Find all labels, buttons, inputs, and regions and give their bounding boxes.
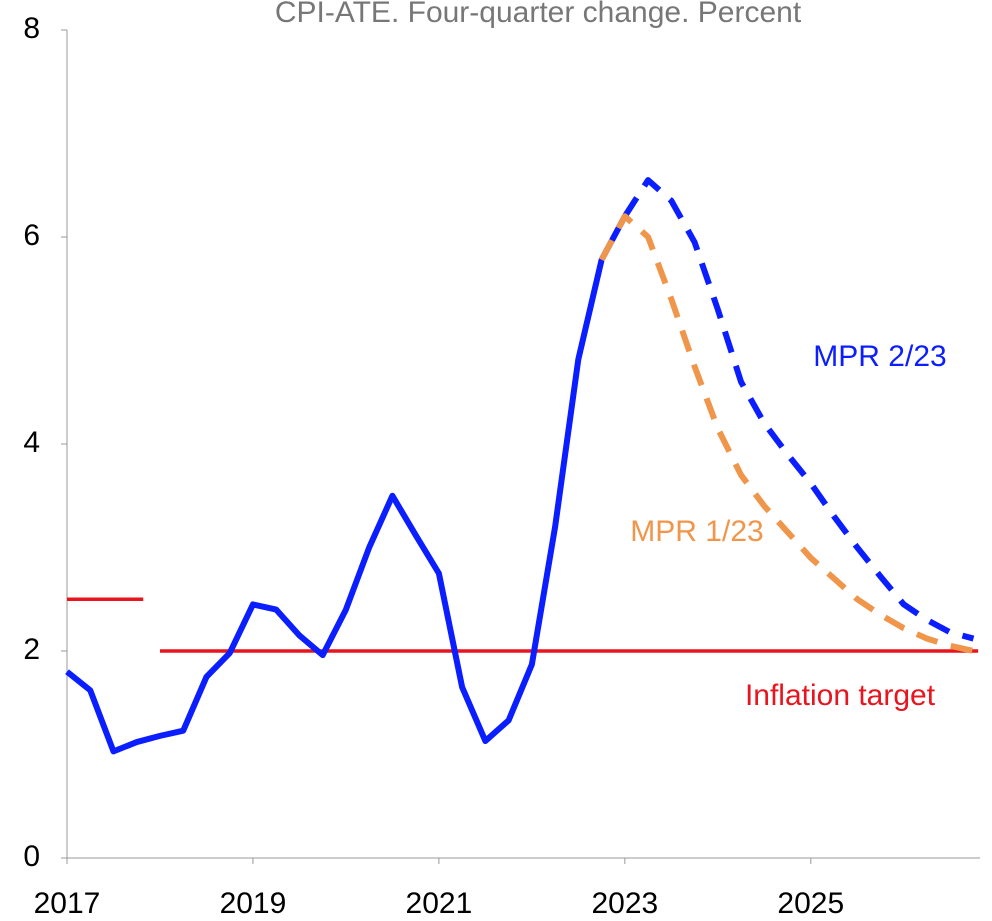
y-tick-label: 4 (23, 426, 40, 459)
series-label: MPR 2/23 (813, 340, 946, 373)
x-tick-label: 2023 (591, 887, 658, 920)
series-label: MPR 1/23 (630, 515, 763, 548)
y-tick-label: 6 (23, 219, 40, 252)
x-tick-label: 2017 (34, 887, 101, 920)
series-line (65, 214, 628, 755)
x-tick-label: 2019 (220, 887, 287, 920)
y-tick-label: 2 (23, 633, 40, 666)
target-label: Inflation target (745, 679, 936, 712)
series-line (598, 213, 975, 654)
y-tick-label: 8 (23, 12, 40, 45)
chart-title: CPI-ATE. Four-quarter change. Percent (275, 0, 802, 29)
y-tick-label: 0 (23, 840, 40, 873)
series-line (622, 177, 975, 642)
x-tick-label: 2021 (406, 887, 473, 920)
x-tick-label: 2025 (777, 887, 844, 920)
